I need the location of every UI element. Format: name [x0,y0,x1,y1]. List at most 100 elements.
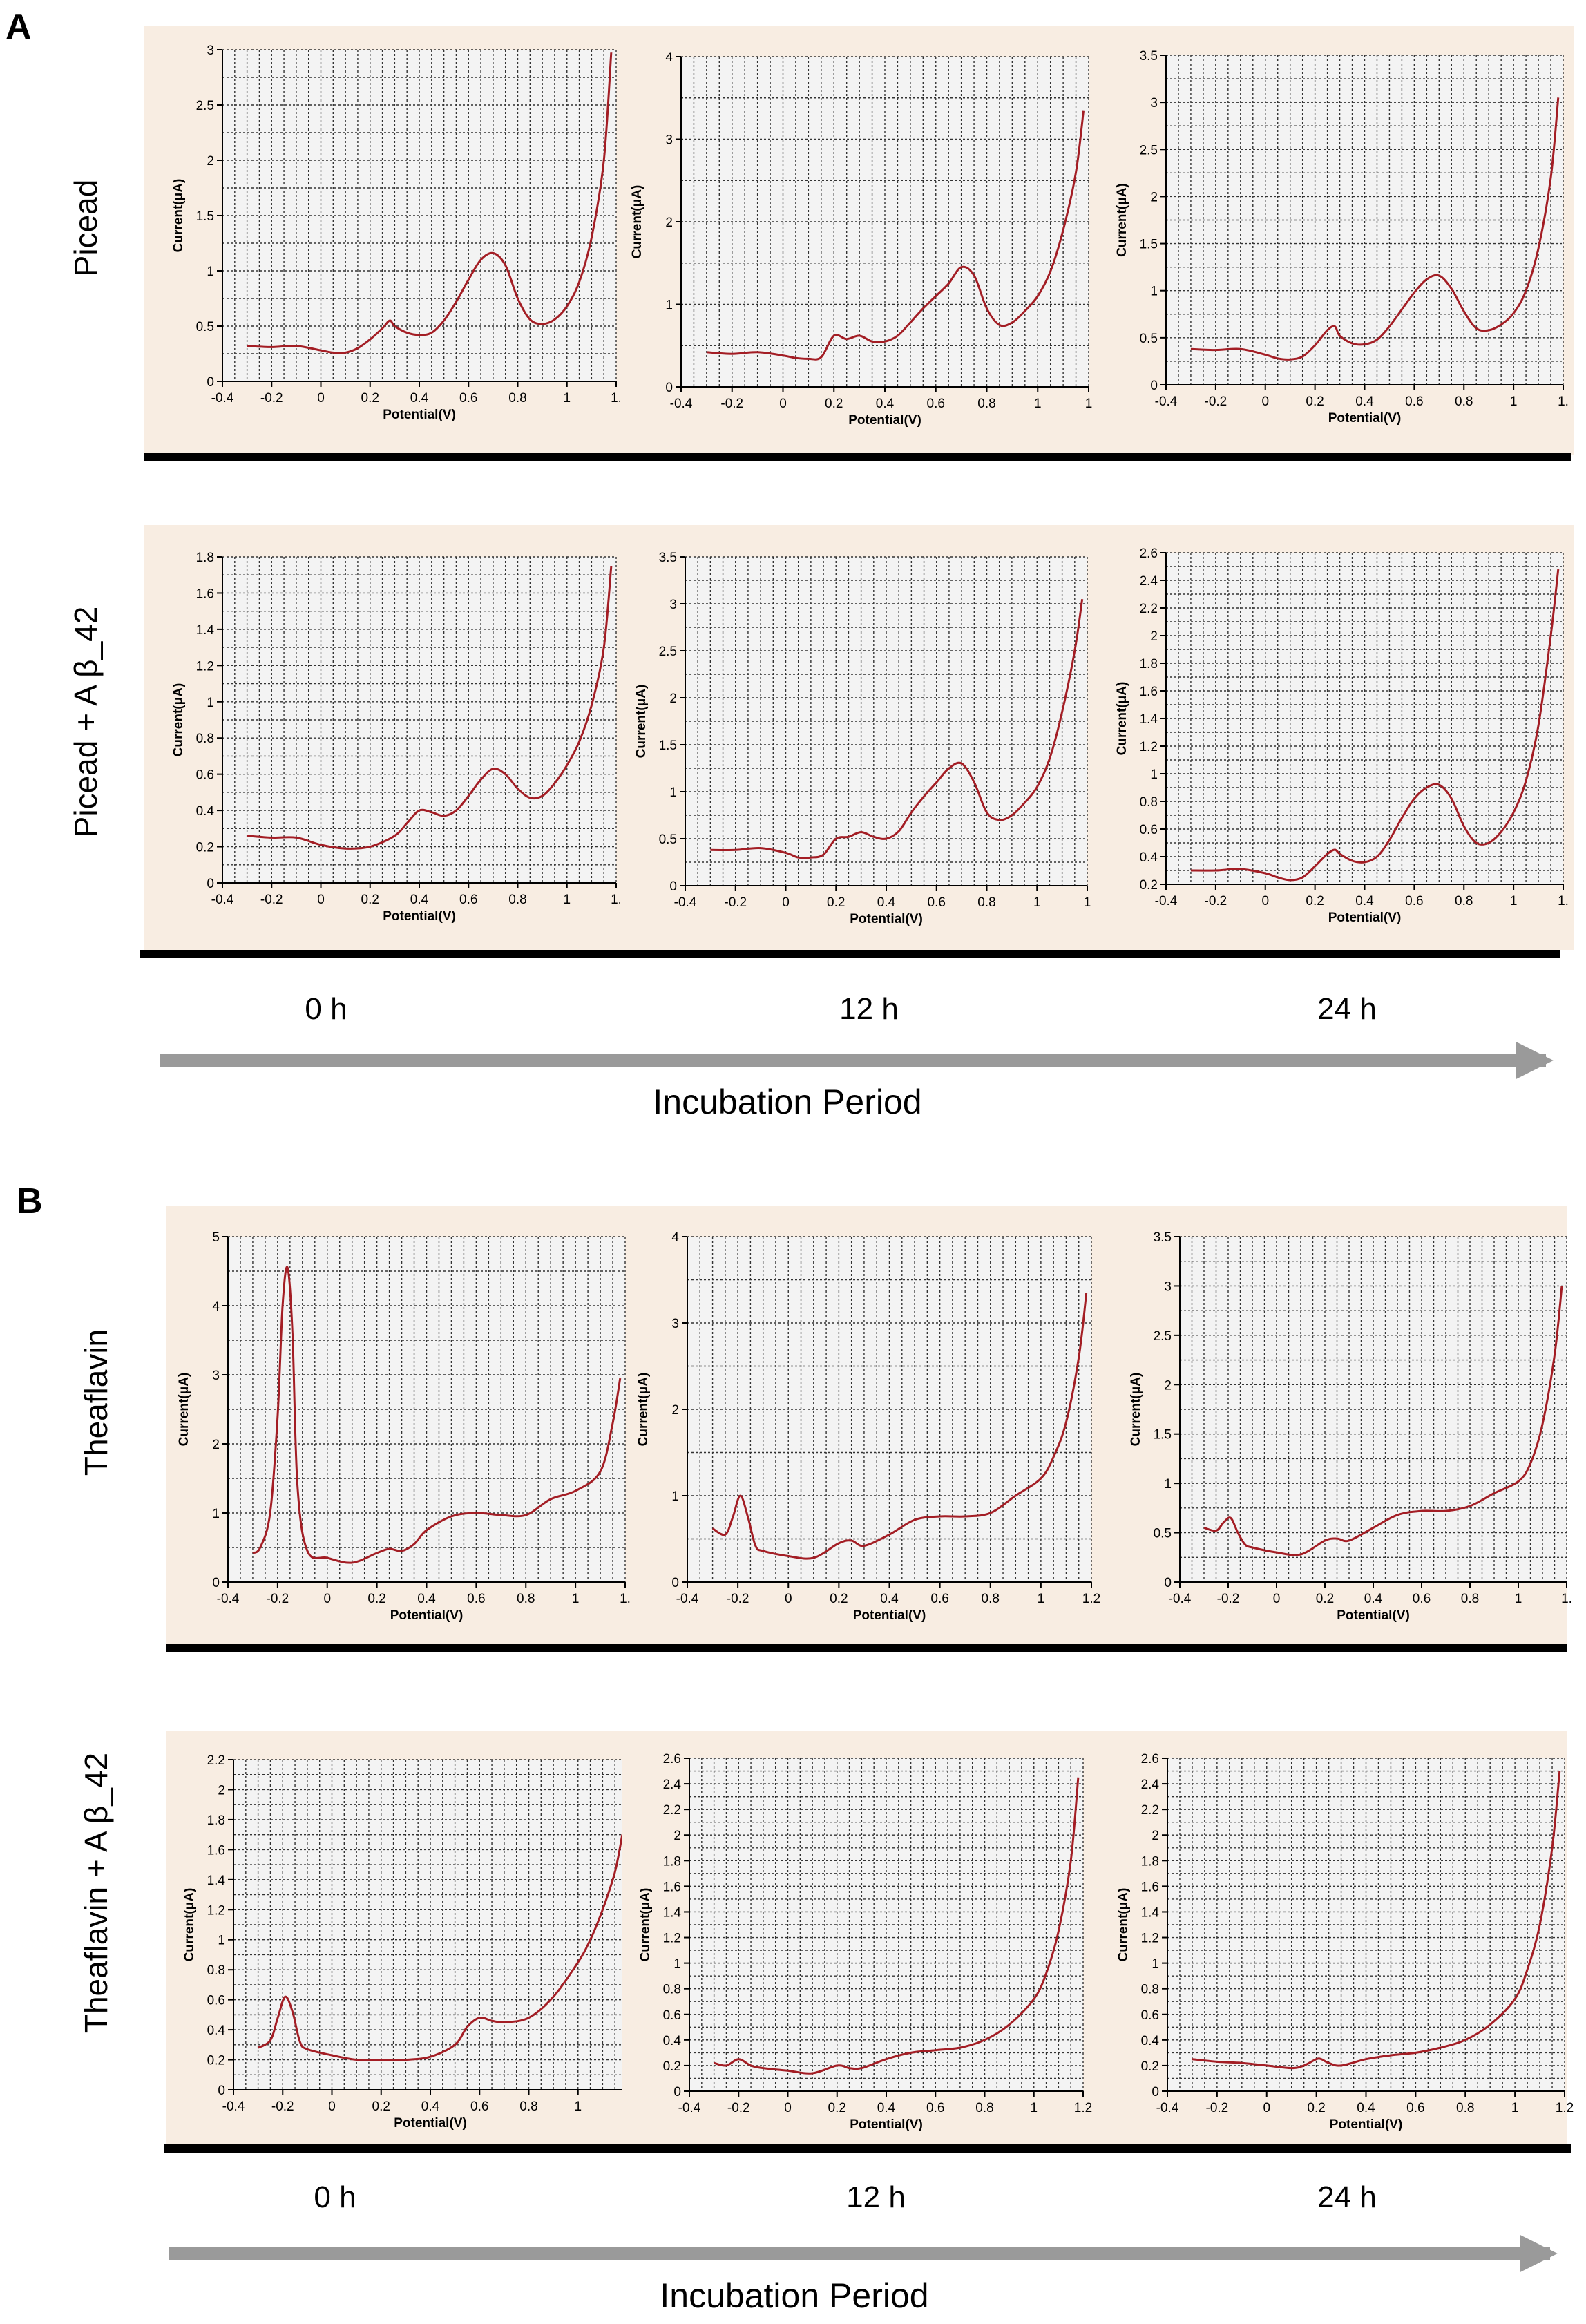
x-tick-label: 0.2 [830,1592,848,1606]
x-tick-label: 1 [1034,397,1042,411]
charts-layer: 00.511.522.53-0.4 -0.2 0 0.2 0.4 0.6 0.8 1 1.Pot… [144,26,1574,2145]
x-tick-label: 0.8 [977,895,995,910]
chart-B12: 0 0.2 0.4 0.6 0.8 1 1.2 1.4 1.6 1.8 2 2.2 2.4 2.6 -0.4… [1098,1731,1574,2145]
chart-B01: 0 1 2 3 4 -0.4 -0.2 0 0.2 0.4 0.6 0.8 1 1.2 Potential(… [636,1206,1105,1644]
x-tick-label: 0.6 [926,2101,944,2115]
x-tick-label: -0.2 [1206,2101,1229,2115]
y-tick-label: 1 [207,265,214,279]
y-axis-title: Current(μA) [1129,1373,1143,1447]
y-tick-label: 0.4 [663,2034,682,2048]
x-tick-label: 1. [1558,894,1569,908]
x-tick-label: 0 [317,391,325,406]
separator-a-row1 [144,453,1571,461]
y-tick-label: 2.4 [1141,1778,1160,1792]
x-axis-title: Potential(V) [383,909,456,924]
y-tick-label: 3.5 [1154,1230,1172,1245]
x-tick-label: 0.2 [361,391,379,406]
y-tick-label: 2 [212,1438,220,1452]
x-tick-label: 0.4 [1355,394,1374,409]
y-tick-label: 1 [665,298,673,313]
y-tick-label: 1 [671,1489,679,1504]
x-tick-label: -0.4 [1155,394,1178,409]
y-tick-label: 0.5 [659,832,677,847]
y-tick-label: 2.5 [1154,1329,1172,1344]
chart-B00: 0 1 2 3 4 5 -0.4 -0.2 0 0.2 0.4 0.6 0.8 1 1. Potential(… [166,1206,636,1644]
y-tick-label: 1 [1150,768,1158,782]
y-tick-label: 0.4 [1141,2034,1160,2048]
x-tick-label: 1 [1030,2101,1038,2115]
x-tick-label: 0.2 [1306,894,1324,908]
x-tick-label: 1. [620,1592,631,1606]
x-tick-label: 1 [1085,397,1093,411]
y-tick-label: 1.6 [207,1843,225,1858]
x-tick-label: 0.6 [1406,2101,1424,2115]
x-tick-label: 1.2 [1082,1592,1100,1606]
y-tick-label: 1 [218,1934,225,1948]
separator-a-row2 [140,950,1560,958]
series-line [1190,569,1560,882]
x-tick-label: -0.4 [678,2101,701,2115]
y-tick-label: 0 [218,2084,225,2098]
x-tick-label: 0.4 [421,2099,440,2114]
y-tick-label: 1.4 [196,623,215,638]
chart-A10: 0 0.2 0.4 0.6 0.8 1 1.2 1.4 1.6 1.8 -0.4 -0.2 0 0.2 0.… [144,525,622,950]
x-tick-label: 0 [782,895,790,910]
y-axis-title: Current(μA) [171,179,186,253]
x-tick-label: 0.2 [1306,394,1324,409]
x-tick-label: 0 [323,1592,331,1606]
x-tick-label: 0.4 [877,895,896,910]
series-line [247,565,613,850]
x-tick-label: 1. [611,893,622,907]
y-tick-label: 0.2 [196,841,214,855]
y-tick-label: 2.6 [663,1752,681,1766]
y-tick-label: 0.2 [663,2059,681,2074]
y-tick-label: 1.2 [196,659,214,674]
x-tick-label: 0.8 [1455,894,1473,908]
y-tick-label: 2 [1152,1829,1159,1843]
incubation-label-b: Incubation Period [660,2276,928,2315]
chart-A02: 0 0.5 1 1.5 2 2.5 3 3.5 -0.4 -0.2 0 0.2 0.4 0.6 0.8 1 1.… [1097,26,1574,455]
y-tick-label: 3 [1164,1279,1172,1294]
x-tick-label: -0.2 [260,391,283,406]
y-tick-label: 1.8 [663,1854,681,1869]
x-tick-label: 1 [1033,895,1041,910]
y-tick-label: 0.5 [1140,332,1158,346]
y-tick-label: 0 [207,375,214,390]
y-tick-label: 1.8 [196,551,214,565]
y-tick-label: 0.2 [207,2054,225,2068]
x-tick-label: -0.2 [727,1592,749,1606]
separator-b-row2 [164,2144,1571,2153]
y-tick-label: 0.4 [196,804,215,819]
y-tick-label: 1.2 [207,1903,225,1918]
x-tick-label: 0 [1263,2101,1270,2115]
x-axis-title: Potential(V) [1328,911,1402,925]
y-tick-label: 1 [1150,285,1158,299]
x-tick-label: 0.4 [877,2101,896,2115]
time-label-b-0h: 0 h [314,2180,356,2214]
y-tick-label: 0.4 [1140,850,1158,865]
series-line [1192,1771,1561,2070]
x-tick-label: 1.2 [1556,2101,1574,2115]
x-axis-title: Potential(V) [394,2116,467,2131]
separator-b-row1 [166,1644,1567,1652]
x-tick-label: 0.8 [982,1592,1000,1606]
x-tick-label: 0.2 [367,1592,385,1606]
y-tick-label: 1 [669,785,677,800]
x-tick-label: 0.6 [459,893,477,907]
y-tick-label: 0.6 [663,2008,681,2023]
x-tick-label: -0.2 [724,895,747,910]
y-tick-label: 1.4 [663,1905,682,1920]
y-tick-label: 1.6 [1141,1880,1159,1894]
y-tick-label: 0.6 [196,768,214,783]
x-tick-label: 0.6 [459,391,477,406]
x-axis-title: Potential(V) [390,1608,464,1623]
x-tick-label: 1. [611,391,622,406]
x-tick-label: 0.6 [1405,394,1423,409]
y-axis-title: Current(μA) [182,1888,197,1962]
x-tick-label: 0.4 [1364,1592,1383,1606]
x-tick-label: 0.2 [1316,1592,1334,1606]
x-tick-label: -0.2 [1205,394,1227,409]
incubation-label-a: Incubation Period [653,1083,921,1121]
y-tick-label: 1 [1152,1957,1159,1972]
